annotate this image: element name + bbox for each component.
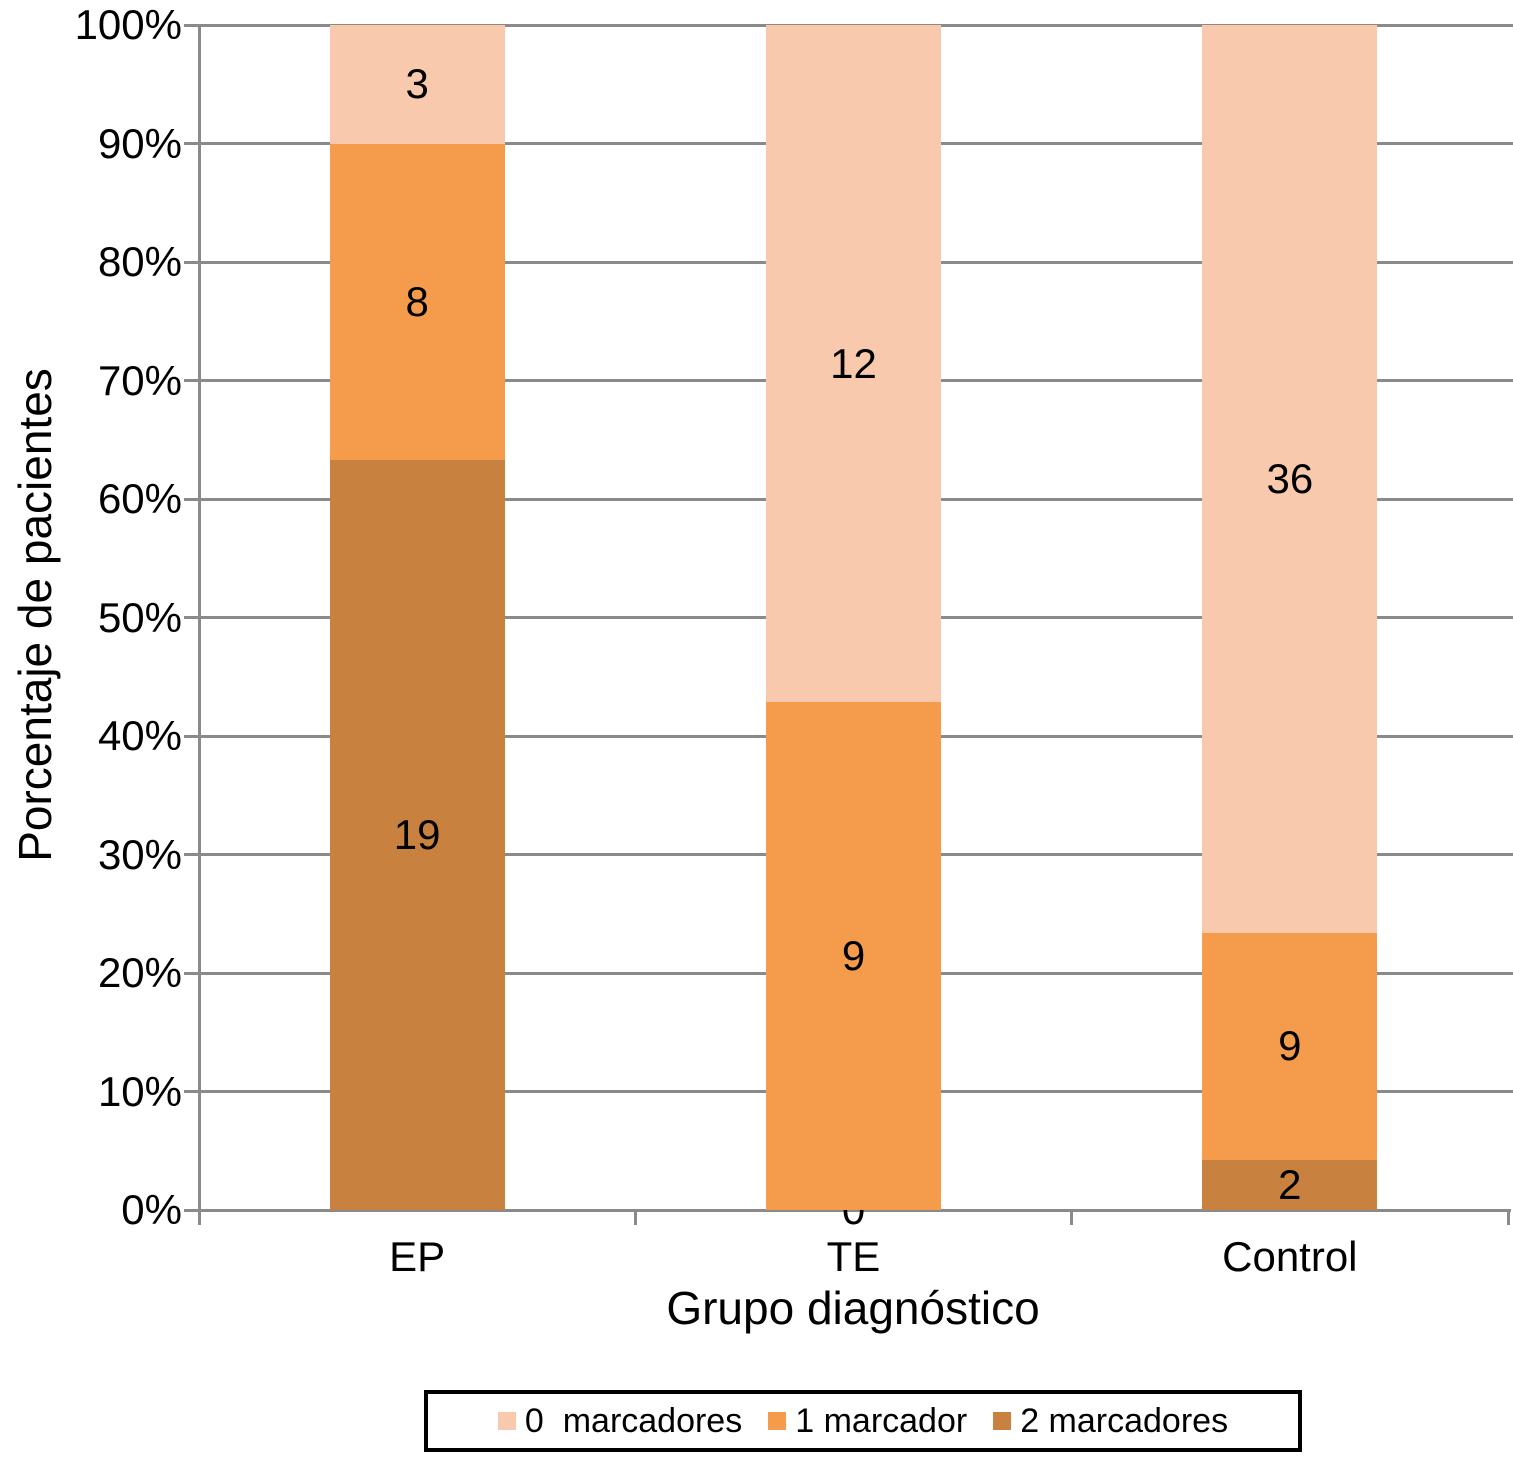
y-axis-tick <box>184 497 199 501</box>
y-tick-label: 100% <box>74 1 182 48</box>
bar-label: 9 <box>841 932 866 980</box>
y-tick-label: 80% <box>97 238 182 285</box>
bar-segment-EP-2 marcadores <box>329 459 505 1210</box>
bar-segment-TE-1 marcador <box>766 702 941 1210</box>
bar-label: 9 <box>1278 1022 1302 1070</box>
legend-swatch-icon <box>497 1412 516 1430</box>
legend-label: 0 marcadores <box>524 1402 743 1440</box>
y-tick-label: 0% <box>121 1186 182 1233</box>
legend-swatch-icon <box>768 1412 787 1430</box>
bar-segment-EP-1 marcador <box>329 143 505 460</box>
y-axis-tick <box>184 971 199 975</box>
y-axis-tick <box>184 853 199 856</box>
y-tick-label: 40% <box>97 712 182 759</box>
y-tick-label: 30% <box>97 830 182 878</box>
bar-label: 36 <box>1266 454 1314 502</box>
x-axis-tick <box>197 1210 201 1225</box>
y-tick-label: 50% <box>97 593 182 641</box>
legend: 0 marcadores 1 marcador 2 marcadores <box>424 1390 1302 1452</box>
bar-label: 8 <box>405 277 429 325</box>
legend-item: 0 marcadores <box>497 1402 743 1440</box>
bar-label: 19 <box>393 810 441 858</box>
bar-segment-Control-0 marcadores <box>1202 25 1378 933</box>
y-axis-tick <box>184 379 199 382</box>
category-label-Control: Control <box>1222 1233 1358 1280</box>
y-axis-line <box>197 23 201 1212</box>
bar-segment-EP-0 marcadores <box>329 25 505 144</box>
y-axis-tick <box>184 142 199 145</box>
category-label-EP: EP <box>389 1233 446 1280</box>
y-axis-tick <box>184 23 199 27</box>
y-axis-tick <box>184 1208 199 1212</box>
bar-segment-Control-1 marcador <box>1202 932 1378 1160</box>
y-axis-title: Porcentaje de pacientes <box>9 368 61 862</box>
y-axis-tick <box>184 734 199 738</box>
legend-label: 1 marcador <box>795 1402 968 1440</box>
x-axis-tick <box>633 1210 637 1225</box>
y-axis-tick <box>184 260 199 264</box>
legend-label: 2 marcadores <box>1020 1402 1229 1440</box>
x-axis-tick <box>1070 1210 1074 1225</box>
y-tick-label: 60% <box>97 475 182 522</box>
bar-segment-TE-0 marcadores <box>766 25 941 703</box>
legend-swatch-icon <box>993 1412 1012 1430</box>
bar-label: 3 <box>405 60 429 108</box>
x-axis-tick <box>1506 1210 1510 1225</box>
bar-label: 2 <box>1278 1160 1302 1208</box>
x-axis-line <box>197 1208 1511 1212</box>
x-axis-title: Grupo diagnóstico <box>666 1282 1040 1334</box>
y-axis-tick <box>184 1090 199 1093</box>
category-label-TE: TE <box>826 1233 881 1280</box>
bar-label: 12 <box>830 339 877 387</box>
bar-segment-Control-2 marcadores <box>1202 1159 1378 1210</box>
legend-item: 2 marcadores <box>993 1402 1228 1440</box>
y-tick-label: 10% <box>97 1067 182 1115</box>
y-tick-label: 20% <box>97 949 182 996</box>
y-axis-tick <box>184 616 199 619</box>
y-tick-label: 70% <box>97 356 182 404</box>
y-tick-label: 90% <box>97 119 182 167</box>
legend-item: 1 marcador <box>768 1402 967 1440</box>
